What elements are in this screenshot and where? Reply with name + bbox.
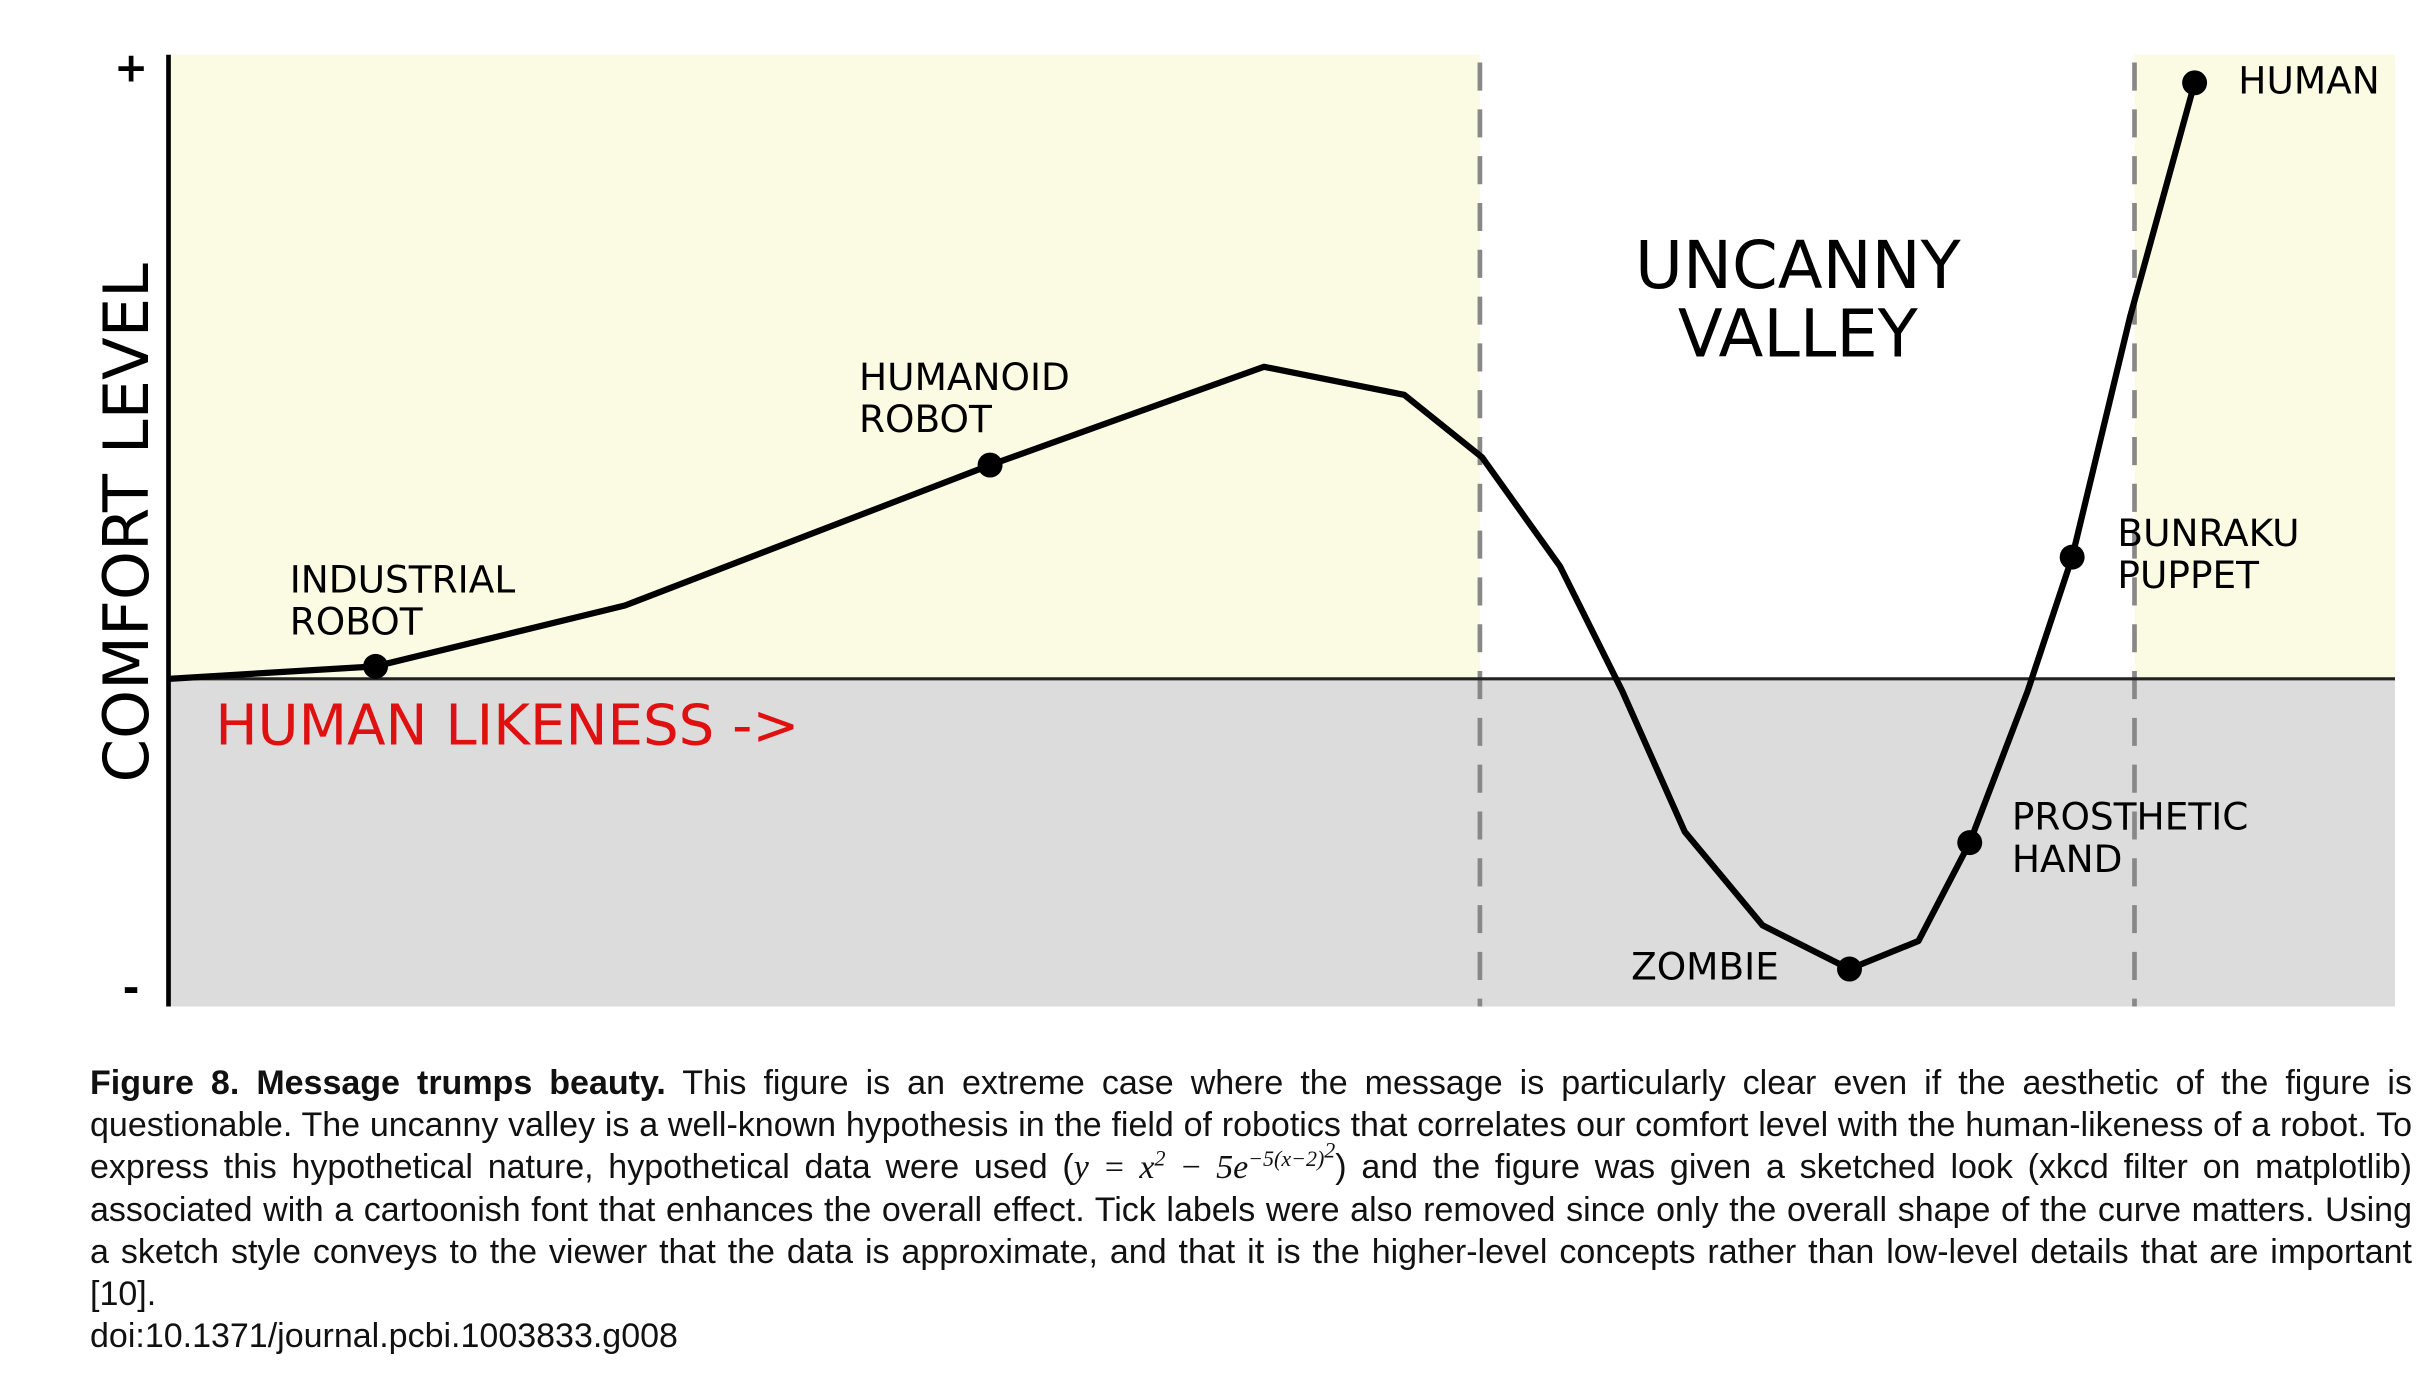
formula: y = x2 − 5e−5(x−2)2 <box>1073 1139 1336 1186</box>
point-label: ROBOT <box>290 600 423 644</box>
formula-part: −5(x−2)2 <box>1248 1139 1335 1171</box>
point-label: INDUSTRIAL <box>290 558 516 602</box>
point <box>1957 830 1983 856</box>
caption-title: Figure 8. Message trumps beauty. <box>90 1064 666 1102</box>
point-label: PROSTHETIC <box>2012 795 2249 839</box>
chart: - + COMFORT LEVEL HUMAN LIKENESS -> UNCANNYV… <box>90 43 2395 1012</box>
point-label: HUMAN <box>2238 58 2379 102</box>
uncanny-area <box>1479 54 2135 679</box>
formula-part: −5(x−2) <box>1248 1145 1325 1171</box>
doi: doi:10.1371/journal.pcbi.1003833.g008 <box>90 1317 678 1355</box>
point-label: HUMANOID <box>859 355 1070 399</box>
region-label: VALLEY <box>1678 297 1919 373</box>
caption-text: This figure is an extreme case where the… <box>90 1064 2412 1186</box>
point <box>1837 956 1862 982</box>
point-label: ZOMBIE <box>1631 945 1779 989</box>
point <box>2182 70 2208 96</box>
point-label: PUPPET <box>2117 553 2259 597</box>
formula-part: y = x <box>1073 1149 1155 1186</box>
y-axis-label: COMFORT LEVEL <box>90 263 163 783</box>
y-tick-label: + <box>114 43 148 91</box>
point <box>363 653 389 679</box>
curve <box>168 81 2198 973</box>
caption: Figure 8. Message trumps beauty. This fi… <box>90 1062 2412 1357</box>
formula-part: − 5e <box>1165 1149 1249 1186</box>
x-axis-label: HUMAN LIKENESS -> <box>215 693 799 758</box>
point <box>2059 544 2085 570</box>
point-label: ROBOT <box>859 397 992 441</box>
formula-part: 2 <box>1324 1137 1336 1163</box>
point-label: HAND <box>2012 837 2123 881</box>
formula-part: 2 <box>1154 1145 1166 1171</box>
y-tick-label: - <box>123 964 140 1012</box>
discomfort-area <box>168 678 2395 1007</box>
point-label: BUNRAKU <box>2117 511 2299 555</box>
caption-text: ) and the figure was given a sketched lo… <box>90 1148 2412 1313</box>
region-label: UNCANNY <box>1635 228 1962 304</box>
point <box>977 452 1003 478</box>
